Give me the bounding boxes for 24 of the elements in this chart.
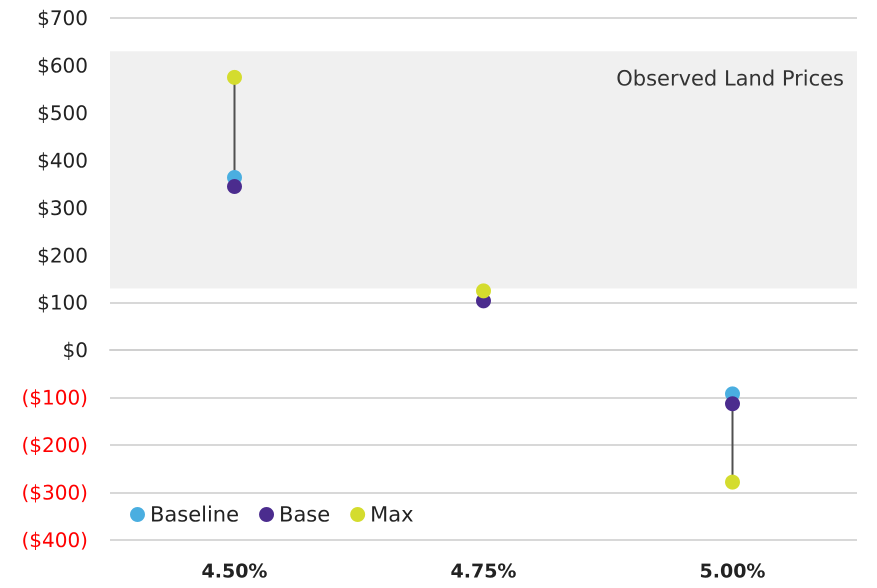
- x-tick-label: 5.00%: [700, 560, 766, 582]
- y-tick-label: $300: [37, 196, 88, 220]
- point: [227, 70, 242, 85]
- point: [227, 178, 242, 194]
- legend-label: Base: [279, 502, 330, 526]
- y-tick-label: ($300): [21, 480, 88, 505]
- y-tick-label: ($200): [21, 433, 88, 458]
- legend-label: Baseline: [150, 502, 240, 526]
- band-label: Observed Land Prices: [616, 66, 844, 91]
- y-tick-label: $0: [62, 338, 88, 362]
- point: [725, 474, 740, 490]
- point: [725, 396, 740, 412]
- legend-label: Max: [370, 502, 414, 526]
- y-tick-label: $100: [37, 290, 88, 315]
- x-tick-label: 4.50%: [202, 560, 268, 582]
- y-tick-label: $500: [37, 100, 88, 125]
- y-tick-label: ($100): [21, 386, 88, 410]
- y-tick-label: $200: [37, 243, 88, 268]
- y-tick-label: $400: [37, 148, 88, 172]
- point: [476, 283, 491, 298]
- y-tick-label: ($400): [21, 528, 88, 552]
- x-tick-label: 4.75%: [450, 560, 516, 582]
- y-tick-label: $600: [37, 53, 88, 78]
- y-tick-label: $700: [37, 6, 88, 30]
